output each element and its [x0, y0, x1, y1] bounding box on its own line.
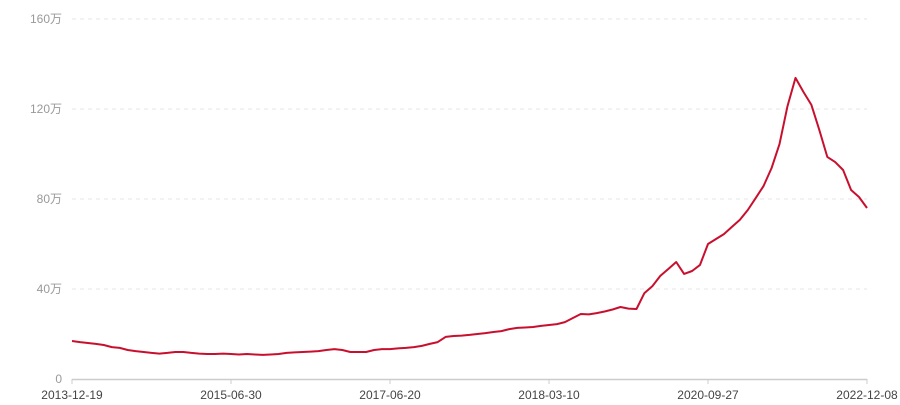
series-group [71, 76, 868, 356]
y-tick-label: 120万 [30, 102, 62, 116]
y-tick-label: 160万 [30, 12, 62, 26]
x-tick-label: 2018-03-10 [518, 388, 580, 400]
x-tick-label: 2017-06-20 [359, 388, 421, 400]
series-line [71, 76, 868, 356]
x-tick-label: 2013-12-19 [41, 388, 103, 400]
x-tick-label: 2022-12-08 [836, 388, 898, 400]
grid-lines [72, 18, 867, 290]
y-tick-label: 80万 [37, 192, 62, 206]
y-tick-label: 0 [55, 372, 62, 386]
y-tick-label: 40万 [37, 282, 62, 296]
x-tick-label: 2020-09-27 [677, 388, 739, 400]
x-tick-label: 2015-06-30 [200, 388, 262, 400]
x-axis: 2013-12-19 2015-06-30 2017-06-20 2018-03-10… [41, 378, 898, 402]
y-axis: 0 40万 80万 120万 160万 [30, 12, 62, 386]
